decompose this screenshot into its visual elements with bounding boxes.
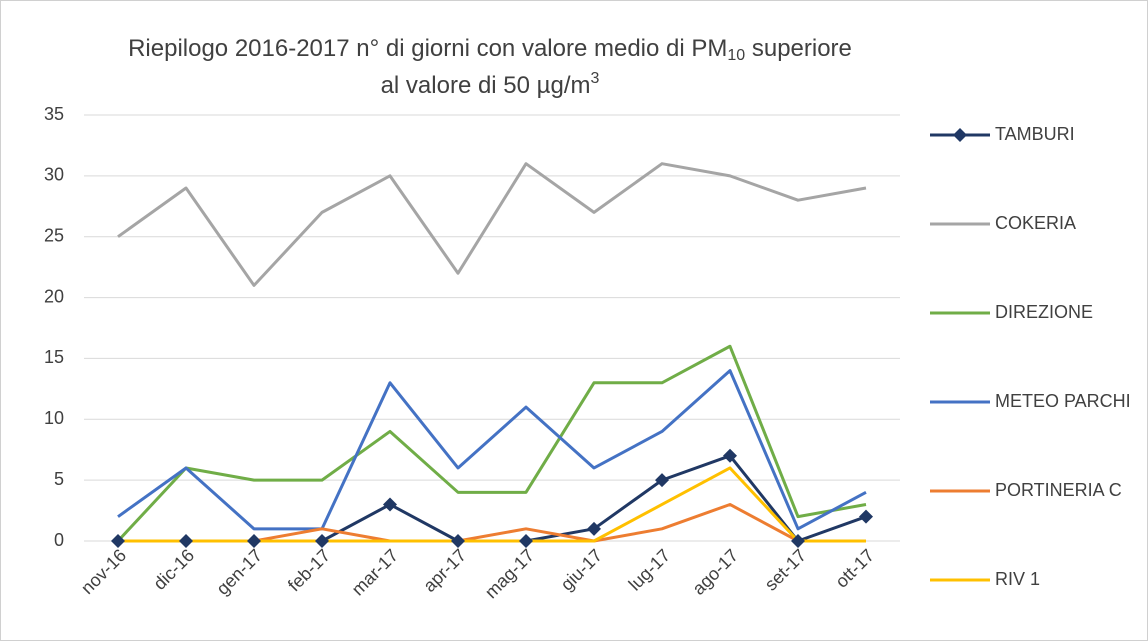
y-tick-label: 20 bbox=[44, 286, 64, 306]
series-line bbox=[118, 466, 866, 543]
marker bbox=[383, 497, 397, 512]
y-tick-label: 30 bbox=[44, 165, 64, 185]
chart-title: al valore di 50 µg/m3 bbox=[381, 70, 600, 99]
marker bbox=[587, 521, 601, 536]
legend-marker bbox=[953, 128, 967, 142]
marker bbox=[179, 534, 193, 548]
title-sup: 3 bbox=[591, 70, 600, 87]
legend-label: TAMBURI bbox=[995, 124, 1075, 144]
marker bbox=[519, 534, 533, 548]
y-tick-label: 35 bbox=[44, 104, 64, 124]
marker bbox=[247, 534, 261, 548]
title-part: superiore bbox=[745, 35, 852, 62]
legend-label: METEO PARCHI bbox=[995, 391, 1131, 411]
marker bbox=[655, 473, 669, 488]
marker bbox=[451, 534, 465, 548]
y-tick-label: 0 bbox=[54, 530, 64, 550]
legend-label: PORTINERIA C bbox=[995, 480, 1122, 500]
marker bbox=[315, 534, 329, 548]
legend-label: DIREZIONE bbox=[995, 302, 1093, 322]
series-line bbox=[117, 162, 867, 287]
marker bbox=[859, 509, 873, 524]
chart-title: Riepilogo 2016-2017 n° di giorni con val… bbox=[128, 35, 852, 64]
y-tick-label: 5 bbox=[54, 469, 64, 489]
legend-label: COKERIA bbox=[995, 213, 1076, 233]
y-tick-label: 15 bbox=[44, 347, 64, 367]
marker bbox=[791, 534, 805, 548]
series-line bbox=[116, 344, 867, 543]
series-line bbox=[117, 369, 867, 531]
legend-label: RIV 1 bbox=[995, 569, 1040, 589]
title-part: Riepilogo 2016-2017 n° di giorni con val… bbox=[128, 35, 727, 62]
title-sub: 10 bbox=[727, 47, 745, 64]
y-tick-label: 25 bbox=[44, 225, 64, 245]
y-tick-label: 10 bbox=[44, 408, 64, 428]
marker bbox=[723, 448, 737, 463]
marker bbox=[111, 534, 125, 548]
title-part: al valore di 50 µg/m bbox=[381, 72, 591, 99]
